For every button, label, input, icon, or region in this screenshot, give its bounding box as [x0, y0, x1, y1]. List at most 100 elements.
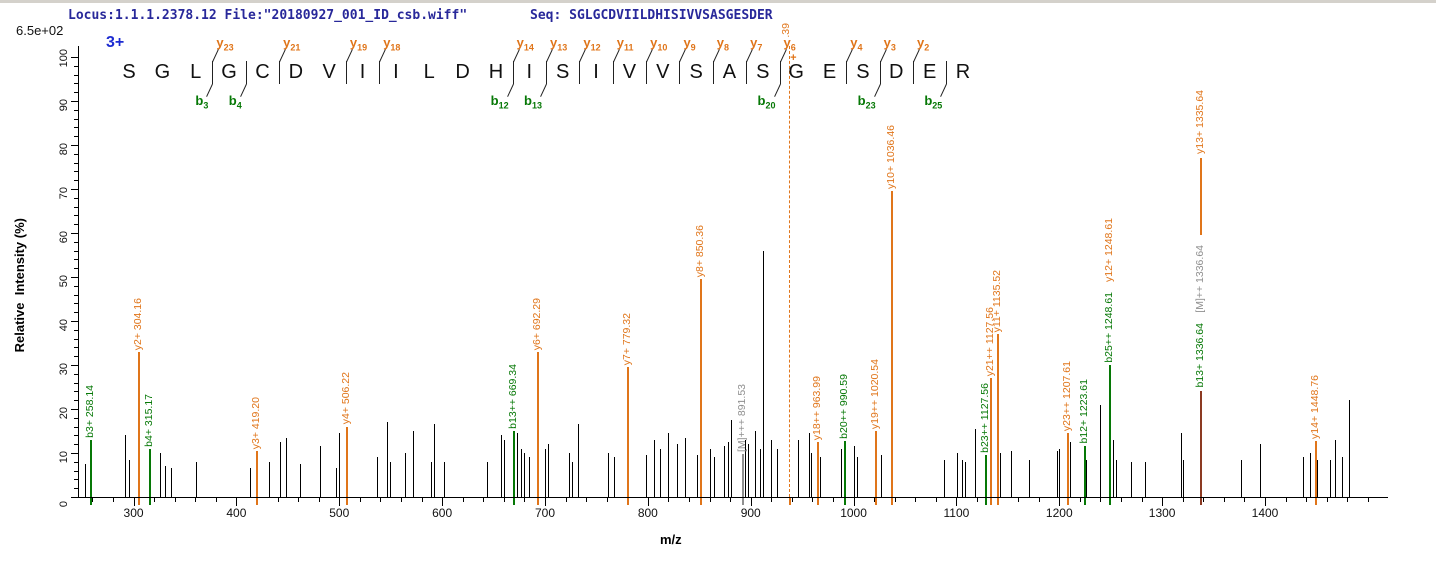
peak-label: b13++ 669.34	[507, 364, 520, 429]
peak	[285, 437, 287, 497]
peak	[809, 433, 811, 497]
peak	[1180, 433, 1182, 497]
fragment-peak	[1109, 365, 1112, 497]
peak	[571, 461, 573, 497]
y-tick	[74, 83, 78, 85]
peak	[1310, 453, 1312, 497]
x-tick-label: 300	[123, 506, 144, 520]
y-tick	[74, 153, 78, 155]
peak	[444, 461, 446, 497]
fragment-cut-vertical	[512, 61, 514, 84]
fragment-axis-tick	[1315, 498, 1318, 505]
peak	[1182, 459, 1184, 497]
precursor-plus-marker: +	[790, 52, 797, 64]
x-tick	[380, 498, 382, 502]
peak	[744, 439, 746, 497]
y-tick	[74, 294, 78, 296]
peak	[881, 455, 883, 497]
peak	[430, 461, 432, 497]
y-tick	[74, 373, 78, 375]
fragment-peak	[699, 279, 702, 497]
y-tick	[74, 92, 78, 94]
peak-label: y2+ 304.16	[131, 297, 144, 350]
fragment-peak	[891, 191, 894, 497]
y-ion-label: y8	[716, 35, 730, 53]
peak	[798, 439, 800, 497]
peak	[654, 439, 656, 497]
x-tick	[359, 498, 361, 502]
y-tick	[71, 145, 78, 146]
y-tick	[74, 197, 78, 199]
y-ion-label: y23	[216, 35, 234, 53]
x-tick-label: 1200	[1045, 506, 1073, 520]
x-tick	[1038, 498, 1040, 502]
x-tick-label: 900	[740, 506, 761, 520]
peak	[684, 437, 686, 497]
x-tick	[1326, 498, 1328, 502]
peak-label: y18++ 963.99	[810, 375, 823, 440]
fragment-axis-tick	[816, 498, 819, 505]
x-tick-label: 1000	[840, 506, 867, 520]
y-tick	[74, 444, 78, 446]
peak	[85, 464, 87, 497]
peak	[713, 457, 715, 497]
y-tick	[74, 303, 78, 305]
fragment-axis-tick	[137, 498, 140, 505]
sequence-residue: C	[255, 61, 270, 83]
fragment-cut-vertical	[379, 61, 381, 84]
peak	[777, 448, 779, 497]
x-tick	[503, 498, 505, 502]
y-ion-label: y19	[349, 35, 368, 53]
sequence-residue: V	[622, 61, 637, 83]
y-tick-label: 90	[58, 98, 70, 111]
sequence-residue: L	[423, 61, 435, 83]
x-tick-label: 700	[534, 506, 555, 520]
fragment-cut-vertical	[846, 61, 848, 84]
x-tick	[339, 498, 341, 506]
sequence-header-text: Seq: SGLGCDVIILDHISIVVSASGESDER	[530, 8, 773, 23]
x-tick	[277, 498, 279, 502]
peak	[731, 420, 733, 497]
y-ion-label: y11	[616, 35, 634, 53]
x-tick	[133, 498, 135, 506]
y-tick	[71, 57, 78, 58]
peak	[1010, 450, 1012, 497]
peak-label: y8+ 850.36	[693, 224, 706, 278]
fragment-peak	[1315, 441, 1318, 497]
locus-file-text: Locus:1.1.1.2378.12 File:"20180927_001_I…	[68, 8, 468, 23]
x-tick	[1203, 498, 1205, 502]
x-tick	[565, 498, 567, 502]
fragment-peak	[1067, 433, 1070, 497]
y-tick	[74, 356, 78, 358]
y-ion-label: y14	[516, 35, 534, 53]
y-ion-label: y9	[683, 35, 696, 53]
sequence-residue: I	[393, 61, 399, 83]
y-tick	[74, 470, 78, 472]
y-tick	[74, 426, 78, 428]
x-tick-label: 400	[226, 506, 247, 520]
fragment-peak	[1199, 158, 1202, 236]
fragment-cut-vertical	[546, 61, 547, 84]
fragment-axis-tick	[891, 498, 894, 505]
y-tick	[74, 479, 78, 481]
fragment-cut-vertical	[912, 61, 914, 84]
sequence-residue: V	[322, 61, 336, 83]
peak	[811, 453, 813, 497]
b-ion-label: b12	[490, 93, 509, 111]
sequence-residue: E	[922, 61, 937, 83]
x-tick	[442, 498, 444, 506]
peak	[668, 433, 670, 497]
peak-label: b25++ 1248.61	[1103, 292, 1116, 363]
peak	[1131, 461, 1133, 497]
y-tick-label: 20	[58, 406, 70, 419]
fragment-axis-tick	[699, 498, 702, 505]
window-top-strip	[0, 0, 1436, 3]
peak	[676, 444, 678, 497]
sequence-residue: G	[788, 61, 804, 83]
fragment-peak	[345, 426, 348, 497]
peak	[517, 433, 519, 497]
peak	[521, 448, 523, 497]
y-tick	[71, 101, 78, 102]
b-ion-label: b23	[857, 93, 876, 111]
